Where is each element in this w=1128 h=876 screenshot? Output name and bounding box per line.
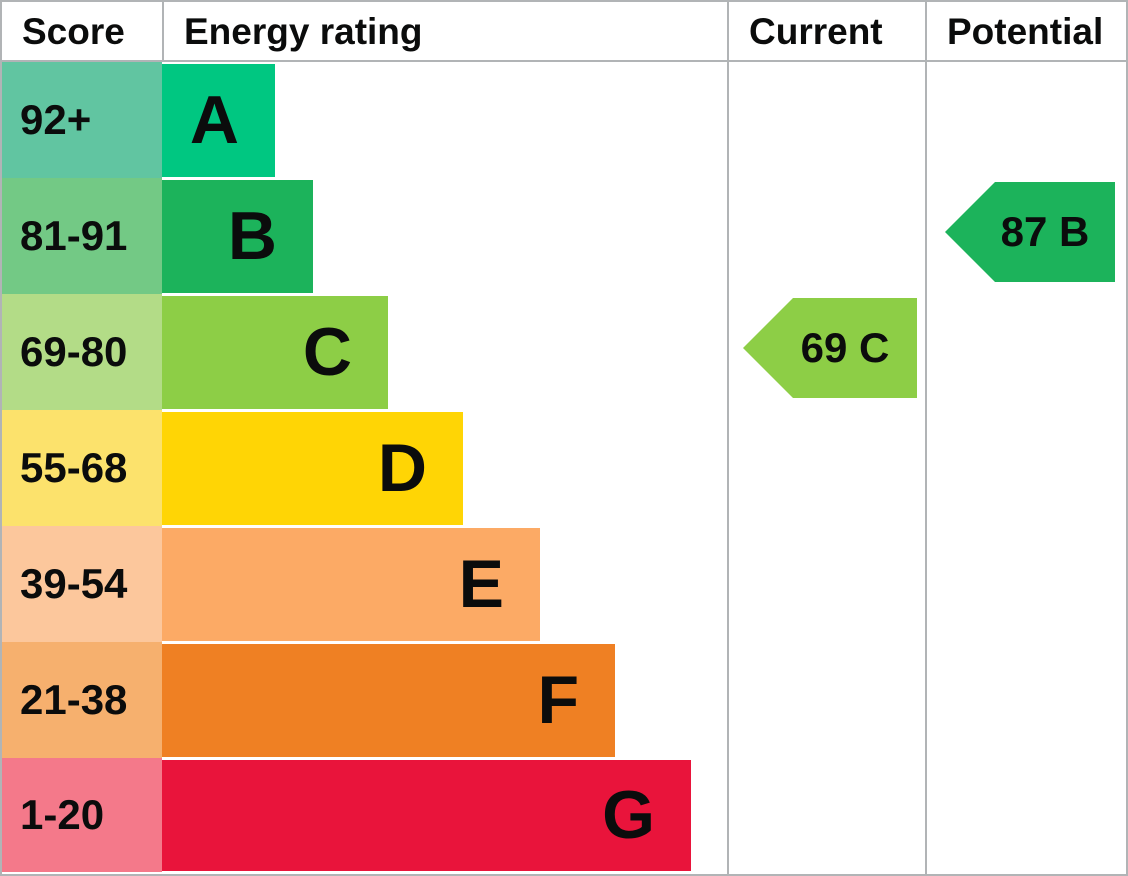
rating-letter: A	[189, 82, 239, 158]
band-row-g: 1-20 G	[2, 758, 1126, 872]
rating-letter: B	[227, 198, 277, 274]
rating-bar: B	[162, 179, 313, 293]
rating-bar: A	[162, 63, 275, 177]
score-cell: 1-20	[2, 758, 162, 872]
rating-letter: C	[302, 314, 352, 390]
score-range-label: 55-68	[20, 444, 128, 491]
current-rating-label: 69 C	[800, 324, 890, 371]
rating-letter: G	[602, 777, 655, 853]
bands-area: 92+ A 81-91 B 69-80 C 55-68 D 39-54 E 21…	[2, 62, 1126, 872]
potential-rating-label: 87 B	[1000, 208, 1090, 255]
score-range-label: 81-91	[20, 212, 128, 259]
rating-bar: F	[162, 643, 615, 757]
header-score: Score	[2, 2, 164, 60]
score-range-label: 21-38	[20, 676, 128, 723]
band-row-a: 92+ A	[2, 62, 1126, 178]
rating-letter: E	[458, 546, 504, 622]
rating-bar: D	[162, 411, 463, 525]
score-cell: 21-38	[2, 642, 162, 758]
chart-header: Score Energy rating Current Potential	[2, 2, 1126, 62]
header-energy-rating: Energy rating	[184, 10, 423, 52]
header-potential: Potential	[947, 10, 1104, 52]
header-current: Current	[749, 10, 883, 52]
score-range-label: 39-54	[20, 560, 128, 607]
score-cell: 69-80	[2, 294, 162, 410]
band-row-f: 21-38 F	[2, 642, 1126, 758]
band-row-b: 81-91 B	[2, 178, 1126, 294]
score-cell: 55-68	[2, 410, 162, 526]
rating-letter: D	[377, 430, 427, 506]
band-row-c: 69-80 C	[2, 294, 1126, 410]
rating-bar: G	[162, 759, 691, 871]
column-divider-current	[727, 2, 729, 874]
rating-letter: F	[537, 662, 579, 738]
band-row-e: 39-54 E	[2, 526, 1126, 642]
score-range-label: 69-80	[20, 328, 128, 375]
column-divider-potential	[925, 2, 927, 874]
score-cell: 39-54	[2, 526, 162, 642]
score-range-label: 1-20	[20, 791, 105, 838]
score-cell: 92+	[2, 62, 162, 178]
score-cell: 81-91	[2, 178, 162, 294]
band-row-d: 55-68 D	[2, 410, 1126, 526]
rating-bar: C	[162, 295, 388, 409]
rating-bar: E	[162, 527, 540, 641]
score-range-label: 92+	[20, 96, 92, 143]
